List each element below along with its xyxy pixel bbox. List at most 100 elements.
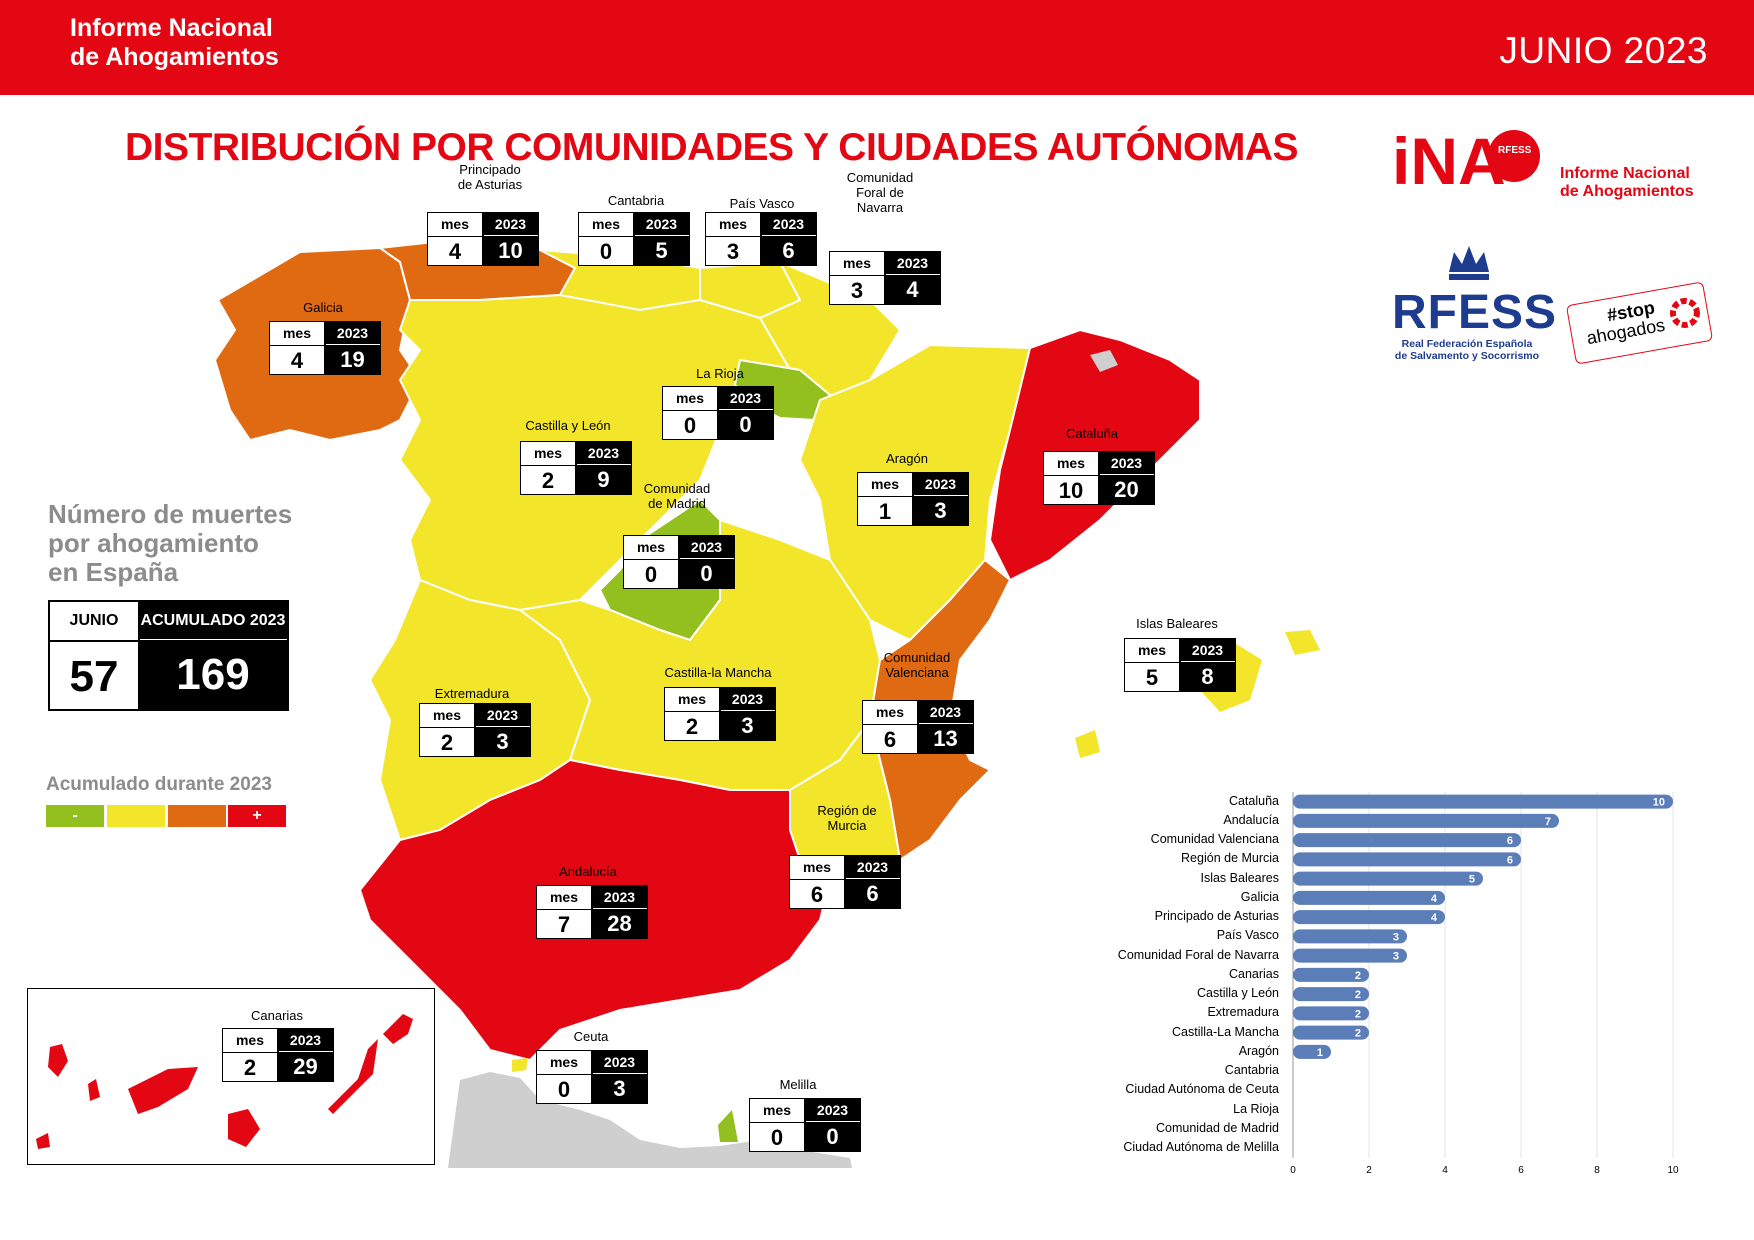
region-name-line: Castilla-la Mancha	[664, 665, 772, 680]
box-year-header: 2023	[679, 536, 734, 558]
region-box-castilla-mancha: mes 2023 2 3	[664, 687, 776, 741]
region-name-line: Principado	[459, 162, 521, 177]
region-box-cataluna: mes 2023 10 20	[1043, 451, 1155, 505]
bar	[1293, 967, 1369, 982]
x-tick-label: 8	[1594, 1165, 1600, 1176]
box-year-header: 2023	[1180, 639, 1235, 661]
box-year-header: 2023	[885, 252, 940, 274]
region-name-cataluna: Cataluña	[1032, 426, 1152, 441]
bar-category-label: Región de Murcia	[1181, 851, 1279, 866]
box-divider	[324, 322, 326, 374]
box-year-value: 9	[576, 465, 631, 494]
box-year-value: 29	[278, 1052, 333, 1081]
bar-category-label: Aragón	[1238, 1043, 1279, 1058]
bar-value-label: 7	[1545, 816, 1551, 828]
box-divider	[591, 1051, 593, 1103]
bar-value-label: 3	[1393, 931, 1399, 943]
box-year-header: 2023	[475, 704, 530, 726]
region-name-line: Andalucía	[559, 864, 617, 879]
box-year-header: 2023	[720, 688, 775, 710]
region-name-line: Navarra	[856, 200, 904, 215]
region-name-line: Castilla y León	[525, 418, 611, 433]
box-year-header: 2023	[592, 1051, 647, 1073]
ina-logo-circle	[1488, 130, 1540, 182]
brand-line-1: Informe Nacional	[70, 14, 273, 42]
bar-value-label: 6	[1507, 835, 1513, 847]
bar-category-label: Canarias	[1228, 966, 1279, 981]
box-month-value: 2	[665, 711, 719, 741]
ina-logo-subtitle: Informe Nacional de Ahogamientos	[1560, 165, 1694, 201]
box-month-value: 3	[830, 275, 884, 305]
bar-value-label: 6	[1507, 854, 1513, 866]
bar	[1293, 910, 1445, 925]
bar-category-label: Extremadura	[1207, 1005, 1279, 1020]
region-box-canarias: mes 2023 2 29	[222, 1028, 334, 1082]
bar-value-label: 1	[1317, 1047, 1323, 1059]
box-month-value: 1	[858, 496, 912, 526]
box-year-value: 6	[761, 236, 816, 265]
crown-icon	[1449, 246, 1489, 280]
box-year-header: 2023	[592, 886, 647, 908]
box-month-header: mes	[1056, 455, 1086, 471]
totals-table: JUNIO ACUMULADO 2023 57 169	[48, 600, 289, 711]
region-name-melilla: Melilla	[738, 1077, 858, 1092]
box-month-header: mes	[762, 1102, 792, 1118]
box-year-header: 2023	[845, 856, 900, 878]
box-month-header: mes	[718, 216, 748, 232]
box-year-value: 3	[475, 727, 530, 756]
region-name-line: de Madrid	[648, 496, 706, 511]
bar	[1293, 852, 1521, 867]
bar	[1293, 833, 1521, 848]
box-month-value: 0	[624, 559, 678, 589]
region-box-pais-vasco: mes 2023 3 6	[705, 212, 817, 266]
totals-year-value: 169	[139, 640, 287, 709]
region-box-cantabria: mes 2023 0 5	[578, 212, 690, 266]
bar-value-label: 2	[1355, 970, 1361, 982]
bar-category-label: Cataluña	[1228, 793, 1279, 808]
totals-month-label: JUNIO	[69, 612, 119, 629]
box-year-value: 0	[718, 410, 773, 439]
box-month-header: mes	[235, 1032, 265, 1048]
region-name-line: Cataluña	[1065, 426, 1119, 441]
summary-heading: Número de muertes por ahogamiento en Esp…	[48, 500, 292, 587]
bar	[1293, 929, 1407, 944]
bar-category-label: Comunidad de Madrid	[1156, 1120, 1279, 1135]
totals-month-value: 57	[50, 640, 138, 711]
box-year-value: 0	[679, 559, 734, 588]
box-month-value: 4	[428, 236, 482, 266]
region-name-line: Cantabria	[607, 193, 665, 208]
box-year-value: 6	[845, 879, 900, 908]
report-period: JUNIO 2023	[1499, 30, 1708, 71]
box-month-header: mes	[870, 476, 900, 492]
box-month-value: 0	[750, 1122, 804, 1152]
x-tick-label: 6	[1518, 1165, 1524, 1176]
box-year-value: 0	[805, 1122, 860, 1151]
page-title: DISTRIBUCIÓN POR COMUNIDADES Y CIUDADES …	[125, 126, 1299, 169]
bar	[1293, 794, 1673, 809]
box-year-value: 3	[913, 496, 968, 525]
box-month-value: 6	[863, 724, 917, 754]
bar-value-label: 3	[1393, 951, 1399, 963]
bar-category-label: Cantabria	[1224, 1063, 1279, 1078]
box-year-header: 2023	[761, 213, 816, 235]
region-name-la-rioja: La Rioja	[660, 366, 780, 381]
rfess-subtitle-line-1: Real Federación Española	[1401, 338, 1533, 350]
region-box-la-rioja: mes 2023 0 0	[662, 386, 774, 440]
region-box-melilla: mes 2023 0 0	[749, 1098, 861, 1152]
box-month-value: 0	[579, 236, 633, 266]
box-divider	[474, 704, 476, 756]
box-month-header: mes	[677, 691, 707, 707]
box-divider	[917, 701, 919, 753]
totals-year-label: ACUMULADO 2023	[139, 602, 287, 639]
box-month-header: mes	[432, 707, 462, 723]
region-box-madrid: mes 2023 0 0	[623, 535, 735, 589]
bar-category-label: La Rioja	[1233, 1101, 1279, 1116]
region-name-cantabria: Cantabria	[576, 193, 696, 208]
box-year-header: 2023	[918, 701, 973, 723]
bar	[1293, 987, 1369, 1002]
canarias-islands	[36, 1014, 413, 1149]
region-baleares-ibiza	[1075, 730, 1100, 758]
bar	[1293, 1044, 1331, 1059]
legend-title: Acumulado durante 2023	[46, 774, 272, 795]
summary-heading-line-1: Número de muertes	[48, 499, 293, 529]
